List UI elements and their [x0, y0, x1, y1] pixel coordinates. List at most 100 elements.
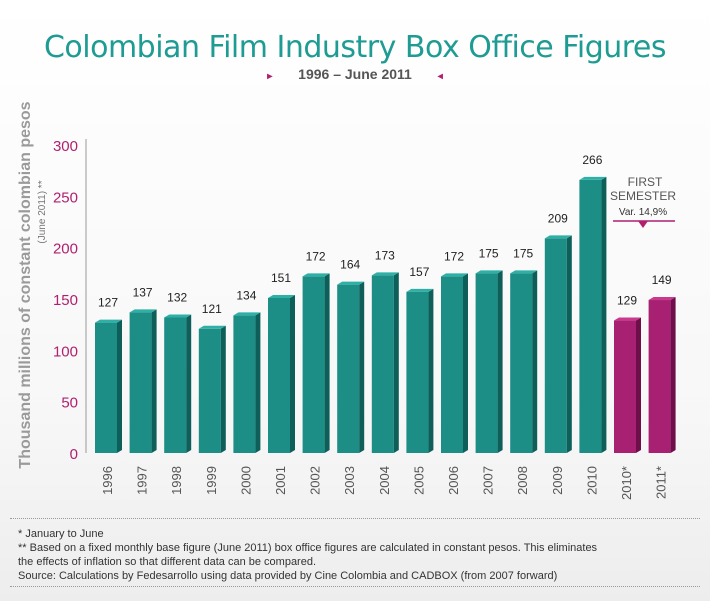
bar-side: [186, 314, 192, 453]
bar-top: [268, 294, 295, 298]
footnote-1: * January to June: [18, 528, 104, 540]
x-tick-label: 2002: [308, 466, 323, 495]
x-tick-label: 2005: [411, 466, 426, 495]
chart-title: Colombian Film Industry Box Office Figur…: [43, 30, 667, 65]
y-axis-title-group: Thousand millions of constant colombian …: [17, 101, 48, 468]
bar-top: [164, 314, 192, 318]
bar-side: [601, 176, 607, 453]
bar-1998: 132 1998: [164, 290, 192, 495]
bar-side: [636, 317, 641, 453]
bar-top: [475, 270, 503, 274]
x-tick-label: 1996: [100, 466, 115, 495]
bar-value-label: 172: [306, 249, 326, 263]
bar-front: [510, 273, 533, 453]
y-axis-sublabel: (June 2011) **: [37, 180, 48, 243]
bar-1996: 127 1996: [95, 296, 122, 495]
x-tick-label: 1998: [169, 466, 184, 495]
bar-side: [497, 270, 503, 453]
bar-2004: 173 2004: [371, 248, 399, 495]
bar-top: [95, 319, 122, 323]
right-triangle-icon: ▸: [267, 71, 273, 82]
bars-group: 127 1996 137 1997 132 1998 121 1999 134 2000 151 20…: [95, 153, 676, 500]
bar-value-label: 173: [375, 248, 395, 262]
y-tick-label: 100: [53, 343, 78, 360]
bar-2009: 209 2009: [544, 211, 572, 495]
bar-top: [198, 325, 226, 329]
bar-2011*: 149 2011*: [648, 273, 676, 499]
y-tick-label: 300: [53, 138, 78, 155]
bar-2002: 172 2002: [302, 249, 330, 495]
bar-top: [441, 273, 468, 277]
bar-front: [614, 320, 636, 453]
chart-subtitle-row: ▸ 1996 – June 2011 ◂: [0, 66, 710, 82]
bar-value-label: 164: [340, 258, 360, 272]
bar-2010*: 129 2010*: [614, 294, 641, 500]
bar-2007: 175 2007: [475, 246, 503, 495]
bar-value-label: 157: [409, 265, 429, 279]
bar-front: [648, 300, 671, 453]
x-tick-label: 2011*: [654, 466, 669, 499]
footnote-source: Source: Calculations by Fedesarrollo usi…: [18, 570, 558, 582]
bar-side: [359, 281, 365, 453]
bar-value-label: 175: [479, 246, 499, 260]
bar-value-label: 121: [202, 302, 222, 316]
x-tick-label: 2006: [446, 466, 461, 495]
x-tick-label: 2003: [342, 466, 357, 495]
bar-value-label: 209: [548, 211, 568, 225]
annotation-variation: Var. 14,9%: [619, 207, 667, 218]
footnote-3: the effects of inflation so that differe…: [18, 556, 317, 568]
bar-side: [220, 325, 226, 453]
bar-front: [371, 275, 394, 453]
first-semester-annotation: FIRST SEMESTER Var. 14,9%: [610, 175, 676, 228]
bar-side: [255, 312, 261, 453]
bar-side: [532, 270, 538, 453]
bar-2006: 172 2006: [441, 249, 468, 495]
bar-front: [129, 312, 152, 453]
bar-side: [670, 297, 676, 453]
bar-2000: 134 2000: [233, 288, 261, 495]
bar-side: [463, 273, 468, 453]
x-tick-label: 2010: [584, 466, 599, 495]
x-tick-label: 2007: [481, 466, 496, 495]
bar-2010: 266 2010: [579, 153, 607, 495]
x-tick-label: 2000: [238, 466, 253, 495]
x-tick-label: 2001: [273, 466, 288, 495]
bar-top: [371, 272, 399, 276]
bar-front: [302, 276, 325, 453]
bar-1999: 121 1999: [198, 302, 226, 495]
y-axis: 0 50 100 150 200 250 300: [53, 138, 87, 463]
bar-side: [393, 272, 399, 453]
bar-value-label: 134: [236, 288, 256, 302]
bar-2008: 175 2008: [510, 246, 538, 495]
bar-side: [117, 319, 122, 453]
bar-value-label: 172: [444, 249, 464, 263]
bar-1997: 137 1997: [129, 285, 157, 495]
bar-chart: Thousand millions of constant colombian …: [17, 101, 676, 500]
annotation-line-1: FIRST: [628, 175, 663, 189]
x-tick-label: 1997: [135, 466, 150, 495]
bottom-separator: [10, 586, 700, 587]
annotation-pointer-icon: [638, 221, 648, 228]
bar-top: [302, 273, 330, 277]
bar-top: [614, 317, 641, 321]
bar-front: [233, 315, 256, 453]
x-tick-label: 2008: [515, 466, 530, 495]
y-tick-label: 250: [53, 189, 78, 206]
bar-value-label: 132: [167, 290, 187, 304]
bar-2005: 157 2005: [406, 265, 434, 495]
left-triangle-icon: ◂: [437, 71, 443, 82]
bar-front: [544, 238, 567, 453]
bar-top: [510, 270, 538, 274]
bar-front: [164, 317, 187, 453]
y-tick-label: 0: [70, 446, 78, 463]
bar-2001: 151 2001: [268, 271, 295, 495]
bar-top: [406, 288, 434, 292]
bar-value-label: 129: [617, 294, 637, 308]
bar-front: [579, 179, 602, 453]
bar-front: [198, 328, 221, 453]
bar-side: [151, 309, 157, 453]
y-axis-label: Thousand millions of constant colombian …: [17, 101, 34, 468]
bar-top: [337, 281, 365, 285]
footnotes: * January to June ** Based on a fixed mo…: [18, 527, 698, 583]
footnote-2: ** Based on a fixed monthly base figure …: [18, 542, 598, 554]
